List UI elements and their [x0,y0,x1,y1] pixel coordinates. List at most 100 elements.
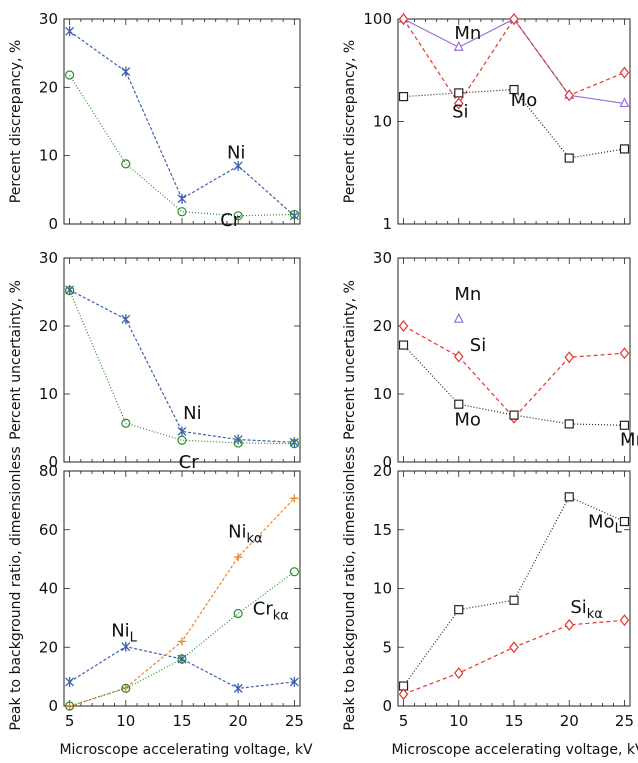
plot-frame [397,257,631,463]
x-tick-label: 5 [399,712,409,730]
data-point [619,144,630,154]
y-axis-title: Percent discrepancy, % [342,40,358,203]
y-tick-label: 20 [373,462,392,480]
data-point [178,637,186,646]
series-cr [65,70,299,221]
data-point [453,667,464,680]
data-point [233,608,243,619]
series-mo-l [398,492,630,691]
plot-frame [397,18,631,225]
y-axis-title: Percent discrepancy, % [8,40,24,203]
data-point [564,89,575,102]
annotation-label: Ni [183,403,201,424]
series-line [69,290,295,445]
plot-frame [63,470,301,707]
y-tick-label: 40 [39,580,58,598]
annotation-label: Si [452,101,468,122]
data-point [454,399,464,409]
data-point [233,160,243,171]
x-tick-label: 25 [285,712,304,730]
series-line [403,325,625,419]
series-mn [453,312,464,323]
x-tick-label: 20 [229,712,248,730]
data-point [121,66,131,77]
y-tick-label: 0 [382,453,392,471]
data-point [398,91,409,102]
data-point [65,70,75,80]
panel-pb-left: 0 20 40 60 80 5 10 15 20 25 Peak to background rat… [8,446,313,758]
y-tick-label: 0 [382,697,392,715]
series-line [403,17,625,105]
data-point [121,683,130,692]
series-si [398,13,630,110]
panel-disc-left: 0 10 20 30 Percent discrepancy, % Ni Cr [8,10,301,233]
data-point [177,435,187,445]
series-line [403,88,625,159]
y-tick-label: 1 [382,215,392,233]
series-line [69,646,295,689]
annotation-label: Ni [227,142,245,163]
series-ni [65,26,299,221]
data-point [564,153,574,163]
data-point [564,618,575,631]
data-point [234,553,243,562]
x-tick-label: 10 [116,712,135,730]
data-point [289,437,299,448]
data-point [121,159,131,169]
series-si [398,320,630,424]
data-point [564,419,574,429]
y-tick-label: 20 [39,638,58,656]
annotation-label: Cr [179,452,200,473]
data-point [509,410,519,420]
y-tick-label: 100 [363,10,392,28]
data-point [177,207,187,217]
y-tick-label: 0 [48,215,58,233]
y-tick-label: 0 [48,697,58,715]
annotation-label: Mo [511,90,538,111]
x-tick-label: 15 [172,712,191,730]
data-point [121,641,131,652]
y-tick-label: 10 [373,580,392,598]
data-point [619,347,630,360]
data-point [509,641,519,654]
data-point [398,340,409,350]
data-point [233,211,243,221]
data-point [398,13,409,25]
annotation-label: Si [470,335,486,356]
data-point [177,426,187,437]
annotation-label: Mn [620,430,638,451]
data-point [65,676,75,687]
y-tick-label: 10 [39,385,58,403]
data-point [289,439,299,449]
plot-frame [397,470,631,707]
y-tick-label: 5 [382,638,392,656]
data-point [619,614,630,627]
series-line [69,30,295,217]
series-ni-k- [65,494,299,711]
y-tick-label: 80 [39,462,58,480]
data-point [453,350,464,363]
x-tick-label: 10 [449,712,468,730]
annotation-label: Mo [454,409,481,430]
series-line [403,619,625,695]
data-point [289,210,299,221]
y-tick-label: 20 [373,317,392,335]
data-point [453,40,464,51]
x-tick-label: 15 [504,712,523,730]
series-line [69,289,295,443]
data-point [65,26,75,37]
data-point [509,84,519,95]
annotation-label: Cr [220,210,241,231]
annotation-label: Crkα [253,598,289,623]
data-point [177,193,187,204]
panel-unc-right: 0 10 20 30 Percent uncertainty, % Mn Si Mo Mn [342,249,638,471]
data-point [233,683,243,694]
data-point [398,320,409,332]
x-tick-label: 5 [65,712,75,730]
x-tick-label: 25 [615,712,634,730]
y-tick-label: 30 [39,249,58,267]
data-point [619,97,630,108]
data-point [233,438,243,448]
